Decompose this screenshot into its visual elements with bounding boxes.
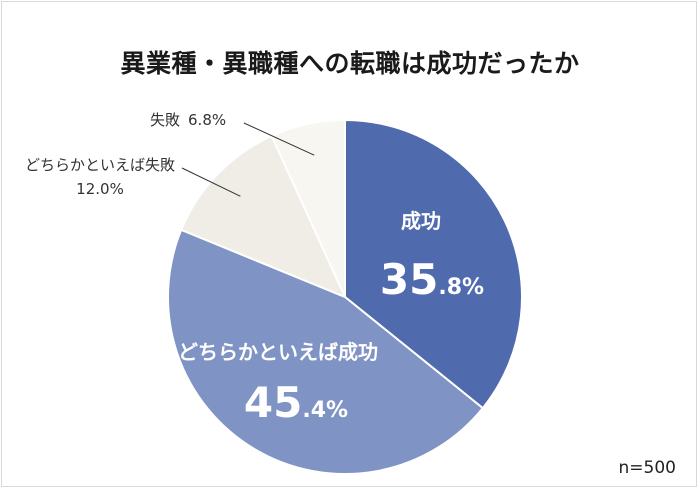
pie-slice-somewhat-success (167, 228, 485, 475)
leader-lines (181, 122, 315, 197)
slice-value-success: 35.8% (380, 255, 484, 304)
chart-title: 異業種・異職種への転職は成功だったか (120, 49, 580, 78)
pie-slice-somewhat-failure (179, 134, 347, 299)
slice-label-somewhat-success: どちらかといえば成功 (178, 340, 378, 364)
sample-size-note: n=500 (618, 458, 676, 478)
slice-value-somewhat-failure: 12.0% (76, 180, 124, 198)
slice-label-failure: 失敗 6.8% (150, 111, 226, 129)
slice-value-failure: 6.8% (188, 111, 226, 129)
slice-value-somewhat-success-dec: .4% (302, 398, 348, 423)
slice-value-somewhat-success: 45.4% (244, 378, 348, 427)
pie-slice-success (344, 118, 523, 410)
leader-line-somewhat-failure (181, 167, 241, 197)
slice-label-failure-name: 失敗 (150, 111, 180, 129)
slice-label-somewhat-failure: どちらかといえば失敗 (25, 156, 175, 174)
leader-line-failure (243, 122, 315, 156)
slice-value-somewhat-success-int: 45 (244, 378, 302, 427)
pie-slices (167, 118, 523, 475)
slice-value-success-dec: .8% (438, 275, 484, 300)
slice-label-success: 成功 (401, 209, 441, 233)
slice-value-success-int: 35 (380, 255, 438, 304)
